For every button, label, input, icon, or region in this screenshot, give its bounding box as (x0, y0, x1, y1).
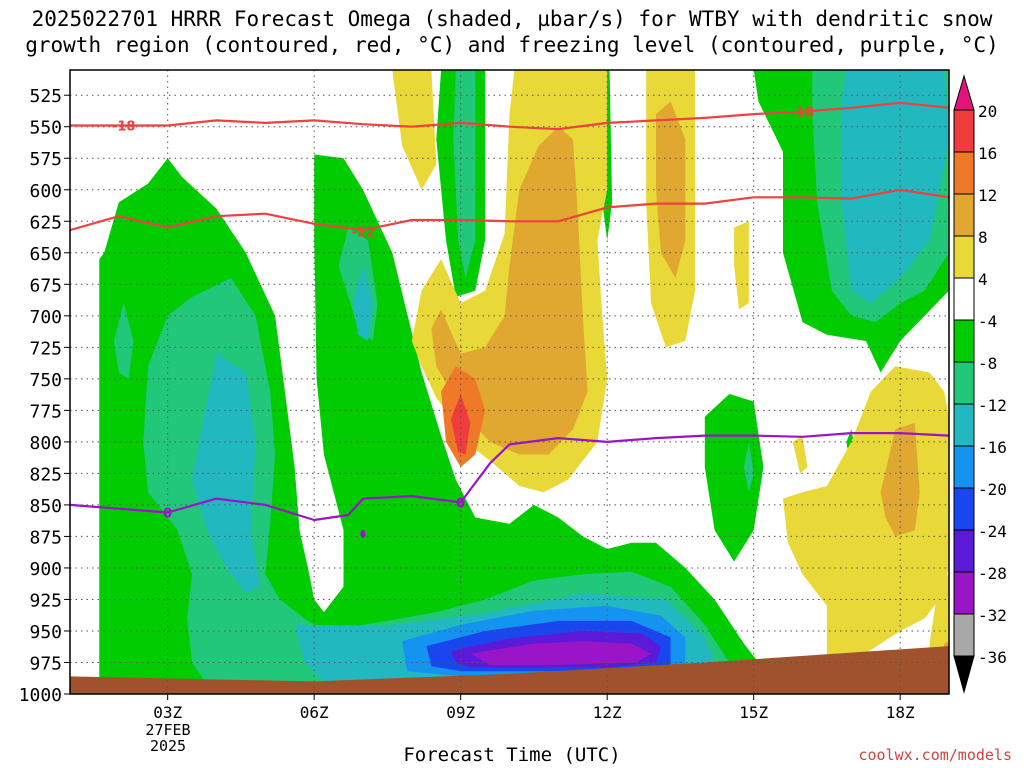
colorbar-segment-1 (953, 151, 975, 195)
colorbar-segment-6 (953, 361, 975, 405)
y-tick-label-850: 850 (29, 496, 62, 517)
omega-region-24 (392, 70, 437, 190)
contour-line--12-1 (70, 188, 949, 232)
colorbar-label-1: 16 (978, 144, 997, 163)
colorbar-label-11: -28 (978, 564, 1007, 583)
y-tick-label-825: 825 (29, 464, 62, 485)
contour-line--18-0 (70, 101, 949, 131)
y-tick-label-675: 675 (29, 275, 62, 296)
omega-region-29 (880, 423, 920, 537)
contour-label-2: -12 (351, 225, 375, 240)
colorbar-label-4: 4 (978, 270, 988, 289)
colorbar-label-10: -24 (978, 522, 1007, 541)
x-tick-label-18Z: 18Z (886, 703, 915, 722)
omega-region-16 (841, 70, 949, 304)
y-tick-label-625: 625 (29, 212, 62, 233)
colorbar: 20 16 12 8 4 -4 -8 -12 -16 -20 -24 -28 -32 -36 (953, 74, 1007, 694)
omega-region-8 (113, 303, 134, 379)
contour-label-4: 0 (456, 496, 465, 511)
colorbar-segment-3 (953, 235, 975, 279)
omega-region-27 (734, 221, 749, 310)
colorbar-label-9: -20 (978, 480, 1007, 499)
y-tick-label-875: 875 (29, 527, 62, 548)
date-label-year: 2025 (149, 737, 187, 755)
y-tick-label-800: 800 (29, 433, 62, 454)
plot-frame (69, 69, 950, 695)
omega-region-32 (792, 435, 808, 474)
contour-line-0-2 (70, 432, 949, 522)
x-axis-label: Forecast Time (UTC) (403, 744, 621, 766)
y-tick-label-575: 575 (29, 149, 62, 170)
grid-lines (70, 70, 949, 694)
contour-label-0: -18 (112, 119, 136, 134)
omega-shading (70, 70, 949, 694)
colorbar-label-3: 8 (978, 228, 988, 247)
colorbar-bottom-arrow (953, 655, 975, 694)
omega-region-23 (450, 394, 471, 455)
x-axis: 03Z 06Z 09Z 12Z 15Z 18Z (153, 694, 915, 722)
colorbar-segment-5 (953, 319, 975, 363)
x-tick-label-06Z: 06Z (300, 703, 329, 722)
colorbar-segment-2 (953, 193, 975, 237)
x-tick-label-09Z: 09Z (446, 703, 475, 722)
x-tick-label-12Z: 12Z (593, 703, 622, 722)
y-tick-label-725: 725 (29, 338, 62, 359)
y-tick-label-750: 750 (29, 370, 62, 391)
colorbar-label-13: -36 (978, 648, 1007, 667)
y-tick-label-600: 600 (29, 181, 62, 202)
omega-region-2 (192, 353, 261, 594)
contour-label-1: -18 (791, 106, 815, 121)
y-tick-label-1000: 1000 (19, 685, 62, 706)
colorbar-segment-12 (953, 613, 975, 657)
x-tick-label-15Z: 15Z (739, 703, 768, 722)
y-axis: 525 550 575 600 625 650 675 700 725 750 775 800 825 8… (19, 86, 70, 706)
y-tick-label-925: 925 (29, 590, 62, 611)
colorbar-label-0: 20 (978, 102, 997, 121)
y-tick-label-525: 525 (29, 86, 62, 107)
colorbar-label-5: -4 (978, 312, 997, 331)
omega-region-34 (70, 646, 949, 694)
colorbar-label-7: -12 (978, 396, 1007, 415)
colorbar-segment-4 (953, 277, 975, 321)
colorbar-label-2: 12 (978, 186, 997, 205)
credit-link[interactable]: coolwx.com/models (858, 746, 1012, 764)
omega-region-18 (743, 441, 754, 493)
freezing-level-dot (360, 529, 366, 538)
colorbar-label-8: -16 (978, 438, 1007, 457)
contour-label-3: 0 (163, 506, 172, 521)
chart-title: 2025022701 HRRR Forecast Omega (shaded, … (25, 7, 999, 57)
colorbar-label-6: -8 (978, 354, 997, 373)
y-tick-label-650: 650 (29, 244, 62, 265)
omega-region-7 (470, 641, 652, 665)
colorbar-segment-8 (953, 445, 975, 489)
y-tick-label-900: 900 (29, 559, 62, 580)
omega-region-21 (431, 126, 588, 455)
colorbar-label-12: -32 (978, 606, 1007, 625)
colorbar-segment-7 (953, 403, 975, 447)
colorbar-segment-9 (953, 487, 975, 531)
date-label-day: 27FEB (145, 721, 191, 739)
omega-region-10 (353, 265, 373, 341)
contour-labels: -18 -18 -12 0 0 (112, 106, 815, 522)
colorbar-segment-11 (953, 571, 975, 615)
omega-region-1 (143, 278, 735, 684)
x-tick-label-03Z: 03Z (153, 703, 182, 722)
colorbar-segment-10 (953, 529, 975, 573)
contour-lines (70, 101, 949, 538)
y-tick-label-700: 700 (29, 307, 62, 328)
colorbar-segment-0 (953, 109, 975, 153)
y-tick-label-550: 550 (29, 118, 62, 139)
y-tick-label-775: 775 (29, 401, 62, 422)
y-tick-label-975: 975 (29, 653, 62, 674)
colorbar-top-arrow (953, 74, 975, 111)
y-tick-label-950: 950 (29, 622, 62, 643)
